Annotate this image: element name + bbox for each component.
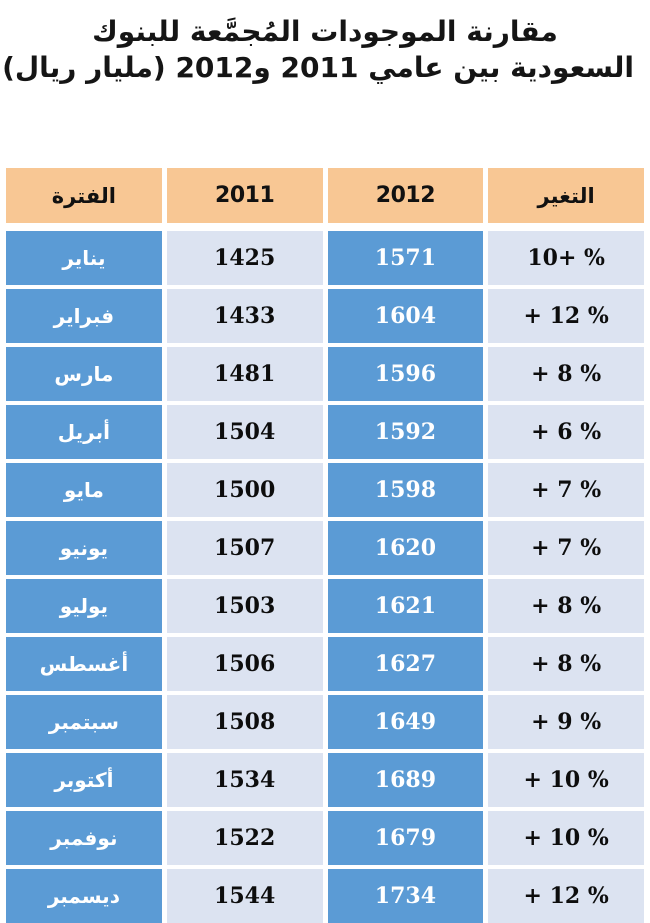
- table-row: % 8 +1627 1506 أغسطس: [6, 637, 644, 691]
- cell-change: % 8 +: [488, 347, 644, 401]
- cell-period: نوفمبر: [6, 811, 162, 865]
- table-row: % 6 +1592 1504 أبريل: [6, 405, 644, 459]
- column-header-2011: 2011: [166, 168, 323, 223]
- cell-2012: 1679: [327, 811, 484, 865]
- cell-2012: 1627: [327, 637, 484, 691]
- cell-2012: 1649: [327, 695, 484, 749]
- cell-2012: 1596: [327, 347, 484, 401]
- table-body: % +10 1571 1425 يناير% 12 +1604 1433 فبراير% …: [6, 231, 644, 923]
- cell-period: مارس: [6, 347, 162, 401]
- page-title: مقارنة الموجودات المُجمَّعة للبنوك السعو…: [0, 0, 650, 86]
- cell-2012: 1621: [327, 579, 484, 633]
- column-header-period: الفترة: [6, 168, 162, 223]
- cell-change: % 8 +: [488, 637, 644, 691]
- cell-2012: 1689: [327, 753, 484, 807]
- cell-2011: 1544: [166, 869, 323, 923]
- column-header-2012: 2012: [327, 168, 484, 223]
- cell-change: % 7 +: [488, 463, 644, 517]
- cell-period: فبراير: [6, 289, 162, 343]
- title-line-2: السعودية بين عامي 2011 و2012 (مليار ريال…: [2, 50, 634, 84]
- cell-change: % 12 +: [488, 289, 644, 343]
- table-row: % 12 +1604 1433 فبراير: [6, 289, 644, 343]
- cell-2011: 1507: [166, 521, 323, 575]
- cell-change: % 10 +: [488, 753, 644, 807]
- column-header-change: التغير: [488, 168, 644, 223]
- table-row: % 12 +1734 1544 ديسمبر: [6, 869, 644, 923]
- table-row: % +10 1571 1425 يناير: [6, 231, 644, 285]
- cell-2011: 1522: [166, 811, 323, 865]
- table-row: % 8 +1596 1481 مارس: [6, 347, 644, 401]
- table-row: % 10 +1679 1522 نوفمبر: [6, 811, 644, 865]
- title-line-1: مقارنة الموجودات المُجمَّعة للبنوك: [92, 15, 558, 48]
- cell-2011: 1500: [166, 463, 323, 517]
- cell-period: يناير: [6, 231, 162, 285]
- comparison-table: التغير 2012 2011 الفترة % +10 1571 1425 ينا…: [6, 168, 644, 923]
- cell-2011: 1481: [166, 347, 323, 401]
- cell-2011: 1425: [166, 231, 323, 285]
- table-header-row: التغير 2012 2011 الفترة: [6, 168, 644, 223]
- cell-period: أبريل: [6, 405, 162, 459]
- table-row: % 8 +1621 1503 يوليو: [6, 579, 644, 633]
- table-row: % 7 +1598 1500 مايو: [6, 463, 644, 517]
- table-row: % 10 +1689 1534 أكتوبر: [6, 753, 644, 807]
- cell-period: مايو: [6, 463, 162, 517]
- cell-change: % 6 +: [488, 405, 644, 459]
- cell-change: % 8 +: [488, 579, 644, 633]
- cell-2012: 1571: [327, 231, 484, 285]
- cell-2011: 1506: [166, 637, 323, 691]
- cell-change: % 10 +: [488, 811, 644, 865]
- cell-2012: 1604: [327, 289, 484, 343]
- cell-2012: 1592: [327, 405, 484, 459]
- cell-2011: 1508: [166, 695, 323, 749]
- cell-2012: 1734: [327, 869, 484, 923]
- cell-change: % 9 +: [488, 695, 644, 749]
- cell-period: سبتمبر: [6, 695, 162, 749]
- cell-period: يوليو: [6, 579, 162, 633]
- cell-period: يونيو: [6, 521, 162, 575]
- cell-2011: 1503: [166, 579, 323, 633]
- cell-2012: 1598: [327, 463, 484, 517]
- cell-2011: 1534: [166, 753, 323, 807]
- cell-change: % 12 +: [488, 869, 644, 923]
- table-row: % 9 +1649 1508 سبتمبر: [6, 695, 644, 749]
- cell-2011: 1504: [166, 405, 323, 459]
- cell-2011: 1433: [166, 289, 323, 343]
- cell-change: % 7 +: [488, 521, 644, 575]
- cell-2012: 1620: [327, 521, 484, 575]
- cell-change: % +10: [488, 231, 644, 285]
- cell-period: أكتوبر: [6, 753, 162, 807]
- table-row: % 7 +1620 1507 يونيو: [6, 521, 644, 575]
- cell-period: ديسمبر: [6, 869, 162, 923]
- cell-period: أغسطس: [6, 637, 162, 691]
